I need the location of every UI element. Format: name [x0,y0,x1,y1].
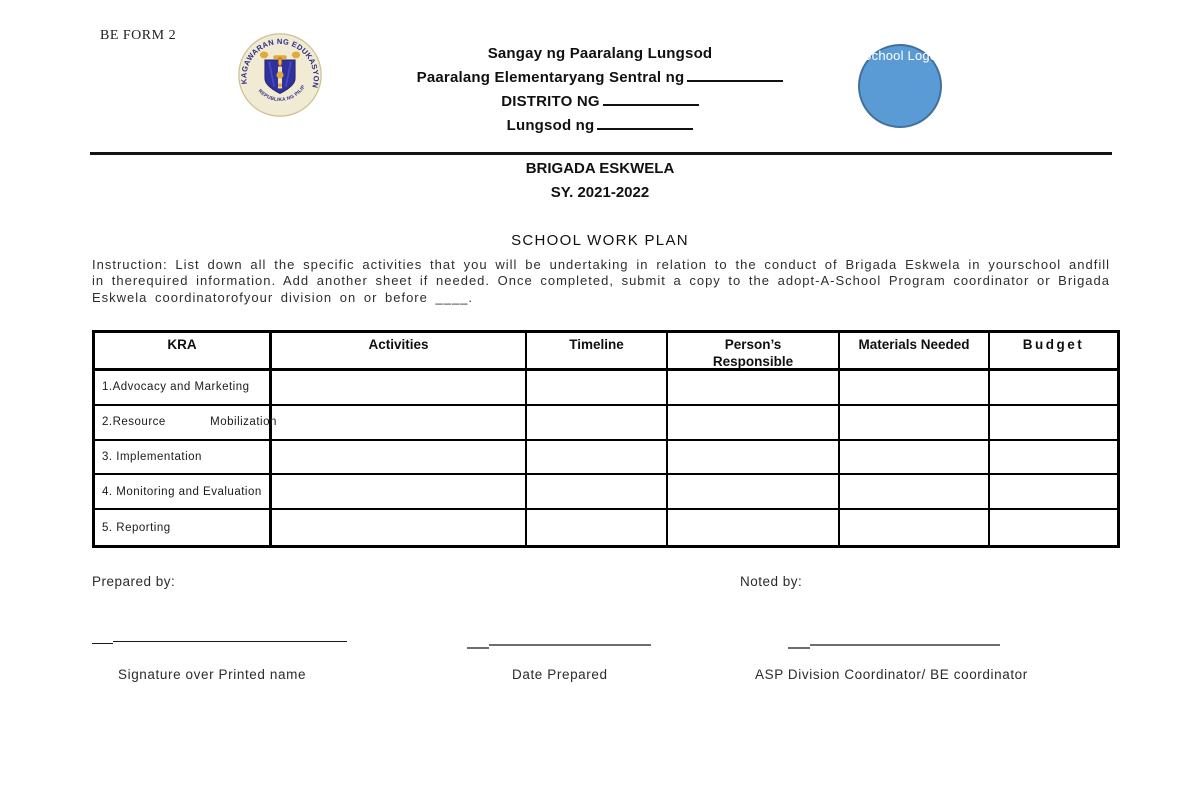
coordinator-line [810,644,1000,646]
school-logo: School Logo [858,44,942,128]
header-district-line: DISTRITO NG [0,93,1200,110]
kra-row-reporting: 5. Reporting [95,510,272,545]
header-school-prefix: Paaralang Elementaryang Sentral ng [416,69,685,86]
instruction-paragraph: Instruction: List down all the specific … [92,257,1110,305]
column-header-person-responsible: Person’s Responsible [668,333,840,371]
table-cell-empty [527,371,668,406]
table-cell-empty [272,510,527,545]
header-division-line: Sangay ng Paaralang Lungsod [487,45,713,62]
city-name-blank [597,117,694,130]
table-cell-empty [990,510,1117,545]
table-cell-empty [272,440,527,476]
column-header-activities: Activities [272,333,527,371]
table-cell-empty [840,510,990,545]
table-cell-empty [668,405,840,441]
table-cell-empty [990,475,1117,511]
school-logo-label: School Logo [862,48,938,63]
table-cell-empty [990,406,1117,441]
coordinator-line-stub [788,647,810,649]
date-line [489,644,651,646]
work-plan-table: KRA Activities Timeline Person’s Respons… [92,330,1120,548]
table-cell-empty [668,510,840,545]
table-cell-empty [272,405,527,441]
date-prepared-caption: Date Prepared [512,667,608,682]
signature-caption: Signature over Printed name [118,667,307,682]
table-cell-empty [668,440,840,476]
table-cell-empty [840,440,990,476]
header-city-prefix: Lungsod ng [506,117,595,134]
prepared-by-label: Prepared by: [92,574,176,589]
table-cell-empty [527,510,668,545]
column-header-timeline: Timeline [527,333,668,371]
header-school-line: Paaralang Elementaryang Sentral ng [0,69,1200,86]
table-cell-empty [527,405,668,441]
table-cell-empty [990,441,1117,476]
column-header-materials-needed: Materials Needed [840,333,990,371]
kra-row-monitoring-evaluation: 4. Monitoring and Evaluation [95,475,272,511]
table-cell-empty [990,371,1117,406]
kra-row-resource-mobilization: 2.Resource Mobilization [95,405,276,441]
title-school-work-plan: SCHOOL WORK PLAN [511,232,689,249]
title-school-year: SY. 2021-2022 [550,184,650,201]
title-brigada-eskwela: BRIGADA ESKWELA [525,160,675,177]
header-city-line: Lungsod ng [0,117,1200,134]
signature-line [113,641,347,642]
signature-line-stub [92,643,113,644]
column-header-kra: KRA [95,333,272,371]
header-district-prefix: DISTRITO NG [501,93,600,110]
coordinator-caption: ASP Division Coordinator/ BE coordinator [755,667,1028,682]
table-cell-empty [272,371,527,406]
table-cell-empty [840,371,990,406]
deped-seal-icon: KAGAWARAN NG EDUKASYON REPUBLIKA NG PILI… [238,33,322,117]
table-cell-empty [668,371,840,406]
district-name-blank [602,93,699,106]
table-cell-empty [668,475,840,511]
table-cell-empty [840,405,990,441]
date-line-stub [467,647,489,649]
header-divider-rule [90,152,1112,155]
table-cell-empty [840,475,990,511]
form-code: BE FORM 2 [100,28,177,43]
kra-row-implementation: 3. Implementation [95,440,272,476]
kra-row-advocacy: 1.Advocacy and Marketing [95,371,272,406]
school-logo-circle-icon [858,44,942,128]
column-header-budget: Budget [990,333,1117,371]
noted-by-label: Noted by: [740,574,803,589]
table-cell-empty [527,475,668,511]
school-name-blank [687,69,784,82]
table-cell-empty [272,475,527,511]
table-cell-empty [527,440,668,476]
